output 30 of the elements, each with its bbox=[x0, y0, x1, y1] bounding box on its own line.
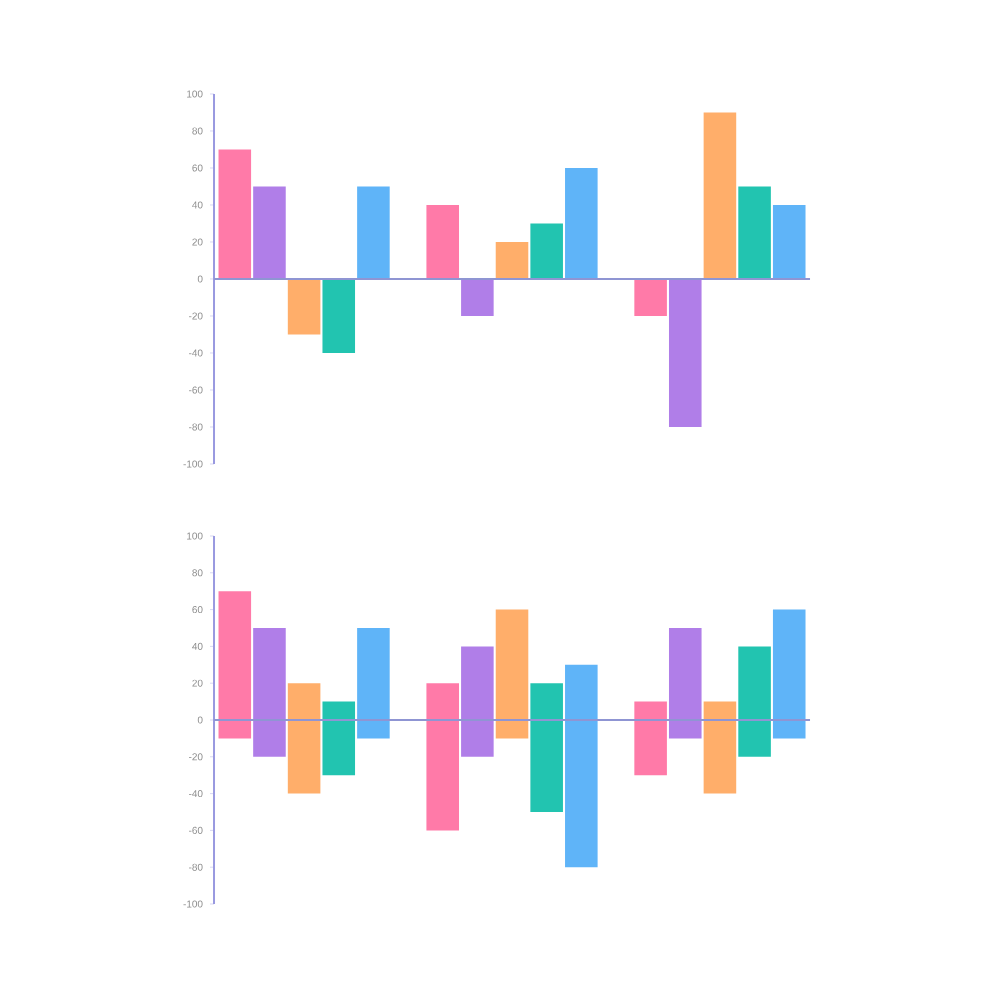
bar bbox=[357, 627, 390, 739]
bar bbox=[668, 278, 702, 427]
bar bbox=[287, 278, 321, 335]
bar bbox=[461, 646, 494, 757]
bar bbox=[565, 167, 598, 279]
bar bbox=[772, 609, 806, 739]
bar bbox=[495, 241, 529, 279]
bar bbox=[703, 112, 737, 279]
bar bbox=[253, 627, 286, 757]
bar bbox=[772, 204, 806, 279]
bar bbox=[357, 186, 390, 279]
bar bbox=[738, 186, 771, 279]
bar bbox=[218, 591, 252, 739]
bar bbox=[426, 683, 459, 831]
bar bbox=[530, 223, 563, 279]
bar bbox=[495, 609, 529, 739]
bar bbox=[322, 701, 356, 776]
bar bbox=[738, 646, 771, 757]
bar bbox=[253, 186, 286, 279]
bar bbox=[634, 278, 667, 316]
bar bbox=[530, 683, 563, 812]
bar bbox=[322, 278, 356, 353]
bar bbox=[287, 683, 321, 794]
bar bbox=[426, 204, 459, 279]
bar bbox=[461, 278, 494, 316]
bar bbox=[565, 664, 598, 868]
bar bbox=[668, 627, 702, 739]
bar bbox=[218, 149, 252, 279]
bar bbox=[703, 701, 737, 794]
bar bbox=[634, 701, 667, 776]
